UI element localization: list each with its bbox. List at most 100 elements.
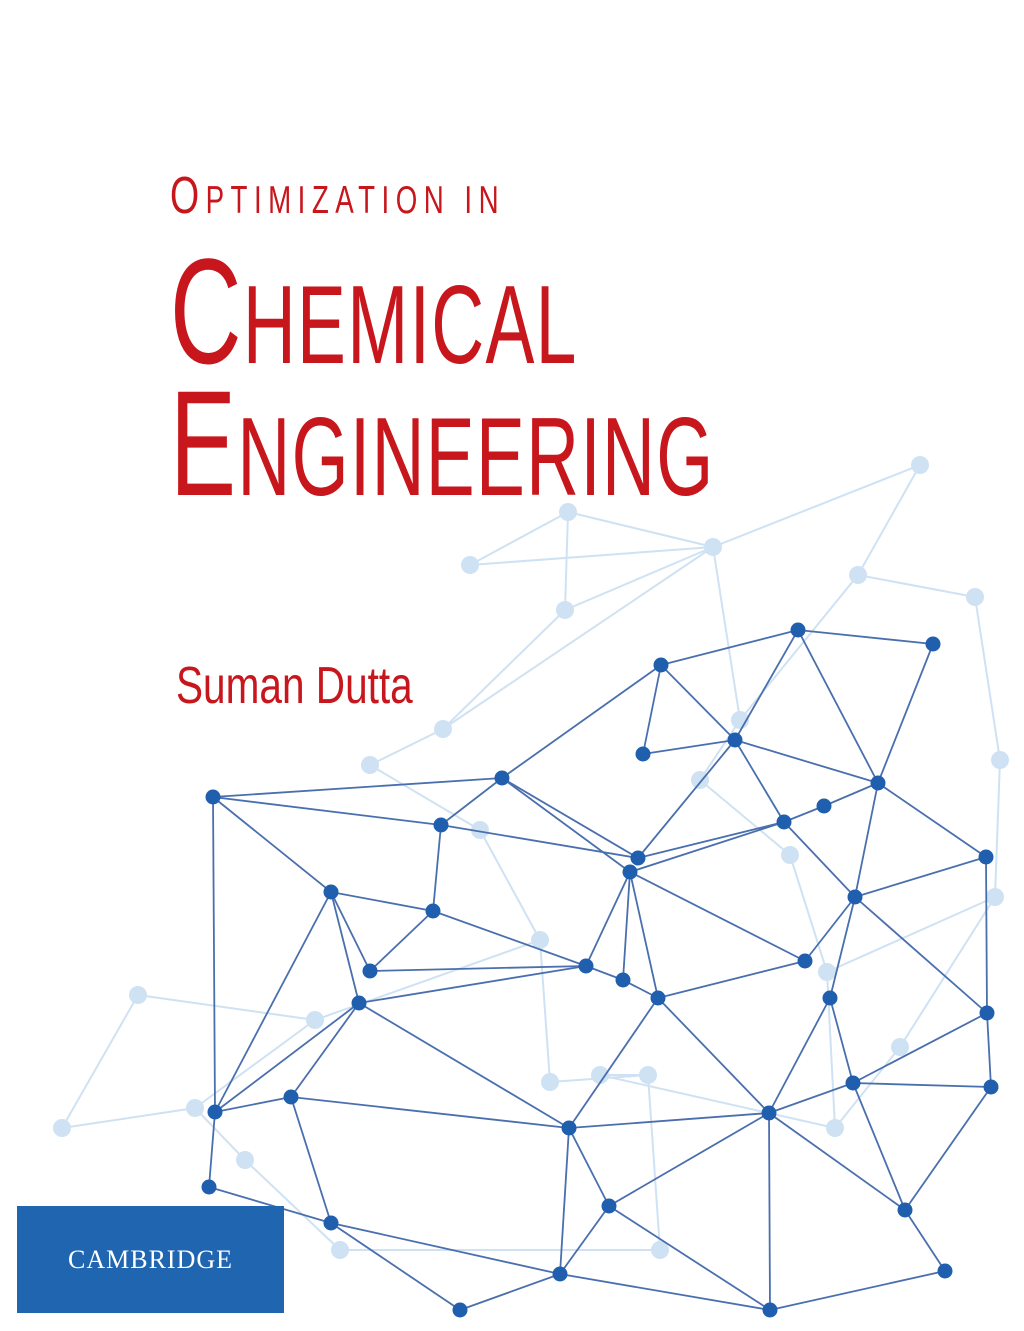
network-edge	[568, 1127, 610, 1207]
network-edge	[208, 1111, 216, 1188]
network-edge	[432, 910, 587, 967]
network-node	[622, 864, 638, 880]
network-node	[978, 849, 994, 865]
network-edge	[330, 891, 360, 1004]
network-edge	[369, 965, 587, 972]
title-line-2: CHEMICAL	[170, 227, 578, 395]
network-edge	[440, 824, 639, 859]
network-faint-edge	[567, 511, 714, 548]
network-edge	[768, 1112, 906, 1211]
network-faint-node	[826, 1119, 844, 1137]
network-edge	[290, 1096, 570, 1129]
network-faint-edge	[469, 511, 569, 566]
network-edge	[852, 1082, 992, 1088]
network-faint-edge	[61, 1107, 196, 1129]
network-edge	[330, 1222, 461, 1311]
network-faint-node	[559, 503, 577, 521]
network-faint-node	[991, 751, 1009, 769]
network-edge	[985, 856, 988, 1014]
network-faint-node	[818, 963, 836, 981]
network-node	[653, 657, 669, 673]
network-node	[601, 1198, 617, 1214]
network-node	[761, 1105, 777, 1121]
network-faint-edge	[739, 574, 859, 721]
network-edge	[660, 629, 799, 666]
network-node	[283, 1089, 299, 1105]
network-edge	[854, 782, 879, 898]
network-node	[561, 1120, 577, 1136]
network-faint-edge	[137, 994, 316, 1021]
network-node	[897, 1202, 913, 1218]
network-edge	[804, 896, 856, 962]
network-faint-edge	[469, 546, 714, 566]
network-edge	[829, 997, 854, 1084]
network-edge	[904, 1086, 992, 1211]
network-faint-edge	[599, 1074, 836, 1129]
network-edge	[768, 997, 831, 1114]
network-node	[578, 958, 594, 974]
network-edge	[769, 1270, 946, 1311]
network-faint-node	[53, 1119, 71, 1137]
network-node	[762, 1302, 778, 1318]
network-edge	[214, 1096, 292, 1113]
network-edge	[637, 739, 736, 859]
network-faint-edge	[974, 596, 1001, 761]
network-faint-node	[471, 821, 489, 839]
network-edge	[829, 896, 856, 999]
network-faint-edge	[61, 994, 139, 1129]
network-node	[797, 953, 813, 969]
network-faint-edge	[564, 511, 569, 611]
publisher-logo: CAMBRIDGE	[17, 1206, 284, 1313]
network-faint-node	[541, 1073, 559, 1091]
network-edge	[501, 777, 631, 873]
network-faint-node	[591, 1066, 609, 1084]
network-edge	[986, 1012, 992, 1088]
network-edge	[208, 1186, 332, 1224]
network-faint-edge	[857, 464, 921, 576]
network-faint-edge	[194, 1107, 246, 1161]
network-faint-edge	[834, 1046, 901, 1129]
network-edge	[568, 997, 659, 1129]
network-edge	[608, 1112, 770, 1207]
network-edge	[568, 1112, 770, 1129]
network-edge	[290, 1002, 360, 1098]
network-faint-node	[236, 1151, 254, 1169]
title-line-1: OPTIMIZATION IN	[170, 167, 506, 225]
network-node	[983, 1079, 999, 1095]
network-edge	[212, 796, 332, 893]
network-faint-node	[361, 756, 379, 774]
network-node	[433, 817, 449, 833]
network-edge	[768, 1082, 854, 1114]
network-edge	[585, 871, 631, 967]
network-faint-edge	[712, 546, 741, 721]
network-node	[362, 963, 378, 979]
network-node	[925, 636, 941, 652]
network-edge	[629, 821, 785, 873]
author-name: Suman Dutta	[176, 657, 413, 715]
network-edge	[212, 777, 503, 798]
network-edge	[459, 1273, 561, 1311]
network-faint-node	[849, 566, 867, 584]
network-node	[727, 732, 743, 748]
network-node	[494, 770, 510, 786]
network-faint-node	[531, 931, 549, 949]
network-node	[323, 884, 339, 900]
network-faint-edge	[564, 546, 714, 611]
network-node	[630, 850, 646, 866]
network-edge	[559, 1273, 771, 1311]
network-node	[201, 1179, 217, 1195]
network-faint-edge	[899, 896, 996, 1048]
network-edge	[852, 1082, 906, 1211]
network-faint-edge	[647, 1074, 661, 1251]
publisher-logo-text: CAMBRIDGE	[67, 1244, 233, 1274]
network-edge	[637, 821, 785, 859]
network-node	[937, 1263, 953, 1279]
network-edge	[797, 629, 934, 645]
network-faint-edge	[479, 829, 541, 941]
network-edge	[290, 1096, 332, 1224]
network-faint-edge	[442, 609, 566, 730]
network-faint-node	[129, 986, 147, 1004]
network-node	[351, 995, 367, 1011]
network-edge	[608, 1205, 771, 1311]
